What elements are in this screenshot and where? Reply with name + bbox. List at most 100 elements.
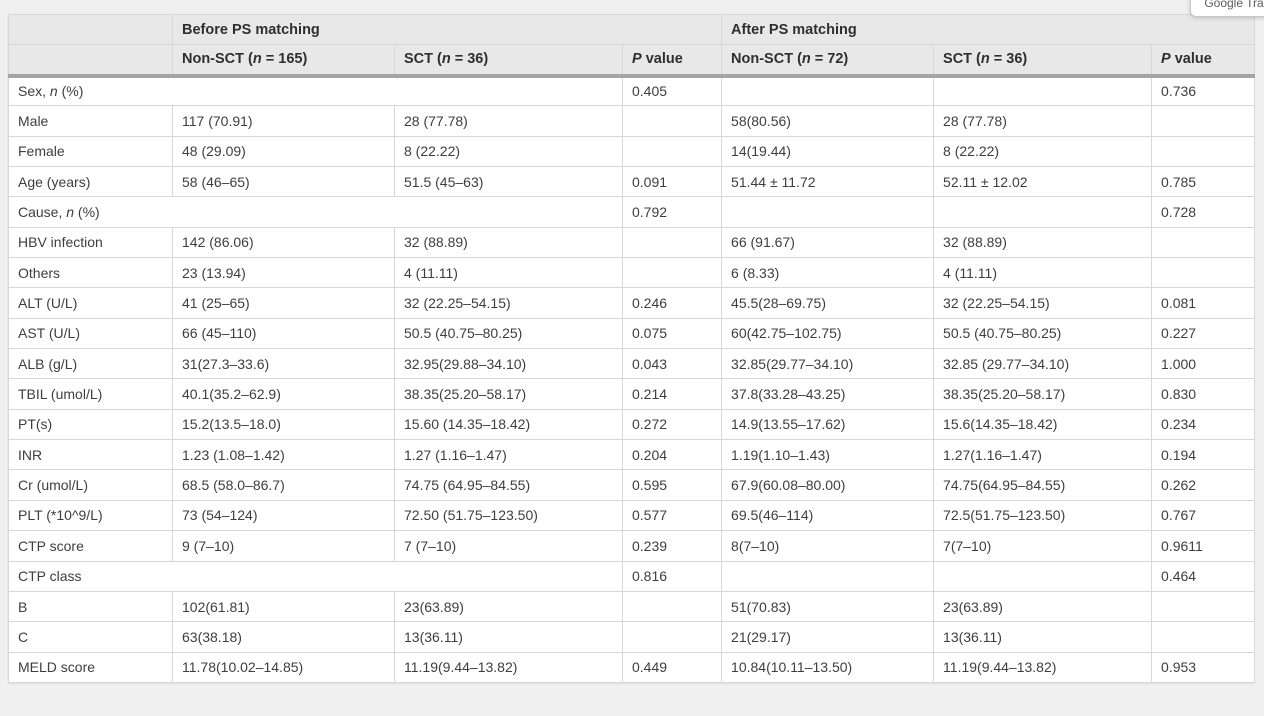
table-cell: 21(29.17) <box>721 621 935 653</box>
row-label-text: (%) <box>57 83 84 100</box>
row-label: MELD score <box>8 651 173 683</box>
table-cell: 8(7–10) <box>721 530 935 562</box>
google-translate-popup-label: Google Tra <box>1204 0 1264 10</box>
table-cell: 0.792 <box>621 196 723 228</box>
table-cell: 32 (88.89) <box>394 226 623 259</box>
table-cell <box>1151 105 1256 137</box>
row-label: C <box>8 621 173 653</box>
row-label: CTP class <box>8 560 623 592</box>
table-row: AST (U/L) 66 (45–110) 50.5 (40.75–80.25) 0.… <box>8 317 1256 350</box>
table-cell: 73 (54–124) <box>172 499 395 532</box>
table-cell <box>933 196 1153 228</box>
table-cell: 0.081 <box>1151 287 1256 319</box>
row-label: Cr (umol/L) <box>8 469 173 501</box>
table-cell: 4 (11.11) <box>394 257 623 289</box>
col-header-pvalue-after: P value <box>1151 44 1256 78</box>
baseline-characteristics-table-wrap: Before PS matching After PS matching Non… <box>8 14 1256 683</box>
table-cell: 74.75(64.95–84.55) <box>933 469 1153 501</box>
table-cell: 58(80.56) <box>721 105 935 137</box>
table-cell: 32.95(29.88–34.10) <box>394 348 623 380</box>
table-cell: 0.214 <box>621 378 723 410</box>
col-header-text: SCT ( <box>943 51 981 68</box>
table-cell: 14(19.44) <box>721 135 935 168</box>
table-cell: 0.043 <box>621 348 723 380</box>
table-cell: 38.35(25.20–58.17) <box>394 378 623 410</box>
table-cell: 0.449 <box>621 651 723 683</box>
table-cell: 0.194 <box>1151 439 1256 471</box>
table-cell: 72.50 (51.75–123.50) <box>394 499 623 532</box>
row-label: AST (U/L) <box>8 317 173 350</box>
table-cell <box>621 105 723 137</box>
table-cell: 14.9(13.55–17.62) <box>721 408 935 441</box>
table-cell: 117 (70.91) <box>172 105 395 137</box>
table-row: CTP score 9 (7–10) 7 (7–10) 0.239 8(7–10) 7(7… <box>8 530 1256 562</box>
table-row: ALB (g/L) 31(27.3–33.6) 32.95(29.88–34.10)… <box>8 348 1256 380</box>
table-cell: 51.5 (45–63) <box>394 166 623 198</box>
row-label: TBIL (umol/L) <box>8 378 173 410</box>
table-row: Age (years) 58 (46–65) 51.5 (45–63) 0.091 51… <box>8 166 1256 198</box>
table-row: C 63(38.18) 13(36.11) 21(29.17) 13(36.11) <box>8 621 1256 653</box>
col-header-sct-after: SCT (n = 36) <box>933 44 1153 78</box>
table-cell: 8 (22.22) <box>933 135 1153 168</box>
table-cell: 0.239 <box>621 530 723 562</box>
col-header-text: = 36) <box>989 51 1028 68</box>
table-cell: 15.6(14.35–18.42) <box>933 408 1153 441</box>
row-label: Sex, n (%) <box>8 74 623 107</box>
col-header-text: value <box>641 51 683 68</box>
col-header-text: value <box>1170 51 1212 68</box>
table-cell: 8 (22.22) <box>394 135 623 168</box>
table-row: HBV infection 142 (86.06) 32 (88.89) 66 (91… <box>8 226 1256 259</box>
row-label: PT(s) <box>8 408 173 441</box>
table-cell <box>1151 135 1256 168</box>
table-cell: 102(61.81) <box>172 590 395 623</box>
col-header-pvalue-before: P value <box>621 44 723 78</box>
table-cell: 13(36.11) <box>394 621 623 653</box>
table-cell <box>721 560 935 592</box>
google-translate-popup[interactable]: Google Tra <box>1190 0 1264 17</box>
table-cell: 52.11 ± 12.02 <box>933 166 1153 198</box>
table-cell: 0.204 <box>621 439 723 471</box>
table-cell: 40.1(35.2–62.9) <box>172 378 395 410</box>
col-header-italic-p: P <box>632 51 642 68</box>
table-cell: 142 (86.06) <box>172 226 395 259</box>
row-label-italic: n <box>49 83 58 100</box>
table-row: Cause, n (%) 0.792 0.728 <box>8 196 1256 228</box>
table-cell: 51(70.83) <box>721 590 935 623</box>
table-cell: 31(27.3–33.6) <box>172 348 395 380</box>
table-row: INR 1.23 (1.08–1.42) 1.27 (1.16–1.47) 0.204… <box>8 439 1256 471</box>
row-label: INR <box>8 439 173 471</box>
table-cell: 0.272 <box>621 408 723 441</box>
table-cell: 32.85 (29.77–34.10) <box>933 348 1153 380</box>
col-header-rowlabel <box>8 44 173 78</box>
table-cell <box>1151 621 1256 653</box>
table-cell: 1.000 <box>1151 348 1256 380</box>
row-label: CTP score <box>8 530 173 562</box>
row-label: ALT (U/L) <box>8 287 173 319</box>
table-cell: 23(63.89) <box>394 590 623 623</box>
col-header-text: Non-SCT ( <box>731 51 802 68</box>
table-cell: 67.9(60.08–80.00) <box>721 469 935 501</box>
table-row: Female 48 (29.09) 8 (22.22) 14(19.44) 8 (22.… <box>8 135 1256 168</box>
row-label: ALB (g/L) <box>8 348 173 380</box>
table-cell <box>1151 226 1256 259</box>
row-label: Cause, n (%) <box>8 196 623 228</box>
table-cell: 7 (7–10) <box>394 530 623 562</box>
table-cell: 0.246 <box>621 287 723 319</box>
table-cell: 0.234 <box>1151 408 1256 441</box>
table-cell: 0.785 <box>1151 166 1256 198</box>
table-cell: 72.5(51.75–123.50) <box>933 499 1153 532</box>
table-cell: 41 (25–65) <box>172 287 395 319</box>
row-label: Female <box>8 135 173 168</box>
row-label: HBV infection <box>8 226 173 259</box>
col-header-sct-before: SCT (n = 36) <box>394 44 623 78</box>
table-body: Sex, n (%) 0.405 0.736 Male 117 (70.91) 28 (7… <box>8 74 1256 683</box>
table-cell: 1.19(1.10–1.43) <box>721 439 935 471</box>
table-cell <box>621 257 723 289</box>
table-cell: 0.262 <box>1151 469 1256 501</box>
table-row: Cr (umol/L) 68.5 (58.0–86.7) 74.75 (64.95–… <box>8 469 1256 501</box>
table-cell <box>1151 590 1256 623</box>
table-cell: 58 (46–65) <box>172 166 395 198</box>
table-cell: 0.405 <box>621 74 723 107</box>
table-cell: 32 (22.25–54.15) <box>933 287 1153 319</box>
